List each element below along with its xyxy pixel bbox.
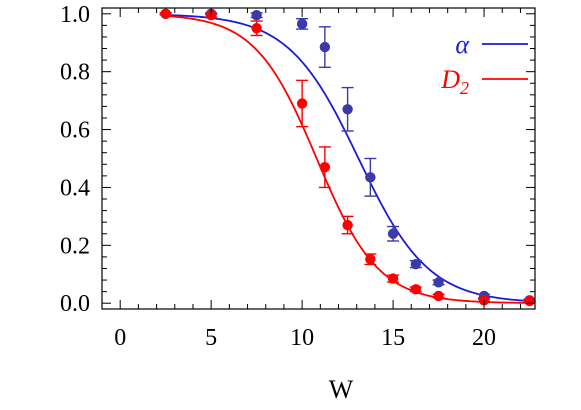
series-alpha — [159, 8, 536, 306]
tick-marks — [102, 8, 535, 309]
data-point — [160, 8, 171, 19]
data-point — [387, 228, 399, 239]
data-point — [251, 23, 262, 34]
data-point — [319, 161, 331, 173]
data-point — [410, 258, 422, 270]
data-point — [296, 98, 308, 109]
data-point — [342, 104, 353, 115]
y-tick-label: 0.0 — [60, 291, 90, 317]
legend-label: α — [455, 30, 470, 59]
plot-area — [159, 8, 536, 307]
y-tick-label: 1.0 — [60, 2, 90, 28]
data-point — [410, 284, 422, 295]
x-axis-title: W — [329, 375, 354, 404]
y-tick-label: 0.6 — [60, 118, 90, 144]
x-tick-label: 0 — [114, 325, 126, 351]
legend-label: D2 — [440, 65, 469, 98]
data-point — [433, 290, 444, 302]
x-tick-label: 15 — [381, 325, 405, 351]
y-tick-label: 0.4 — [60, 175, 90, 201]
data-point — [365, 172, 376, 183]
x-tick-label: 10 — [290, 325, 314, 351]
plot-frame — [101, 7, 536, 310]
series-d2 — [159, 8, 536, 307]
tick-labels: 0 5 10 15 20 0.0 0.2 0.4 0.6 0.8 1.0 — [60, 2, 496, 351]
fit-curve — [165, 15, 530, 304]
data-point — [433, 277, 444, 288]
data-point — [387, 273, 399, 284]
data-point — [365, 254, 376, 265]
x-tick-label: 5 — [205, 325, 217, 351]
x-tick-label: 20 — [472, 325, 496, 351]
data-point — [342, 219, 353, 231]
y-tick-label: 0.8 — [60, 60, 90, 86]
legend: α D2 — [440, 30, 528, 98]
data-point — [296, 18, 308, 30]
data-point — [251, 10, 262, 21]
data-point — [524, 295, 535, 307]
data-point — [319, 41, 331, 53]
fit-curve — [165, 14, 530, 302]
legend-label-subscript: 2 — [460, 78, 469, 98]
y-tick-label: 0.2 — [60, 233, 90, 259]
